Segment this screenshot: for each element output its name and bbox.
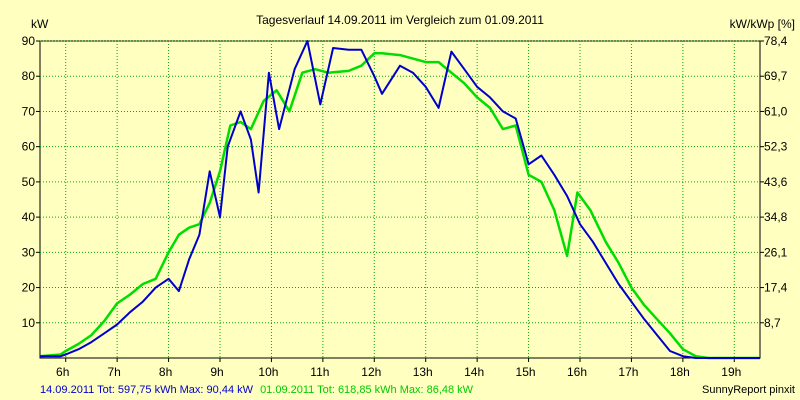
y-tick-label-right: 78,4 (764, 34, 788, 48)
x-tick-label: 8h (159, 365, 172, 379)
x-tick-label: 15h (516, 365, 536, 379)
y-tick-label-left: 90 (22, 34, 36, 48)
x-tick-label: 17h (618, 365, 638, 379)
footer-credit: SunnyReport pinxit (702, 384, 795, 396)
y-tick-label-left: 50 (22, 175, 36, 189)
x-tick-label: 10h (258, 365, 278, 379)
x-tick-label: 13h (413, 365, 433, 379)
x-tick-label: 12h (361, 365, 381, 379)
x-tick-label: 16h (567, 365, 587, 379)
x-tick-label: 9h (210, 365, 223, 379)
y-tick-label-left: 60 (22, 140, 36, 154)
footer-stats: 14.09.2011 Tot: 597,75 kWh Max: 90,44 kW… (40, 384, 474, 396)
series-line-green (39, 52, 760, 360)
x-tick-label: 18h (670, 365, 690, 379)
y-tick-label-right: 26,1 (764, 245, 788, 259)
footer-green-stats: 01.09.2011 Tot: 618,85 kWh Max: 86,48 kW (260, 384, 474, 396)
y-tick-label-left: 30 (22, 245, 36, 259)
series-line-blue (40, 40, 760, 359)
y-tick-label-left: 80 (22, 69, 36, 83)
y-tick-label-left: 40 (22, 210, 36, 224)
x-tick-label: 6h (56, 365, 69, 379)
y-axis-right-unit: kW/kWp [%] (730, 17, 795, 31)
plot-frame (39, 40, 761, 359)
y-tick-label-right: 34,8 (764, 210, 788, 224)
chart-title: Tagesverlauf 14.09.2011 im Vergleich zum… (256, 13, 544, 27)
x-tick-label: 19h (721, 365, 741, 379)
x-tick-label: 7h (107, 365, 120, 379)
footer-blue-stats: 14.09.2011 Tot: 597,75 kWh Max: 90,44 kW (40, 384, 254, 396)
y-tick-label-right: 61,0 (764, 104, 788, 118)
y-tick-label-left: 20 (22, 281, 36, 295)
y-tick-label-right: 17,4 (764, 281, 788, 295)
x-tick-label: 11h (310, 365, 329, 379)
x-tick-label: 14h (464, 365, 484, 379)
y-tick-label-right: 69,7 (764, 69, 788, 83)
y-tick-label-left: 10 (22, 316, 36, 330)
y-tick-label-left: 70 (22, 104, 36, 118)
y-tick-label-right: 8,7 (764, 316, 781, 330)
y-axis-left-unit: kW (31, 17, 49, 31)
y-tick-label-right: 52,3 (764, 140, 788, 154)
plot-area: 6h 7h 8h 9h 10h 11h 12h 13h 14h 15h 16h 17h 18h 19h 10… (22, 34, 788, 379)
y-tick-label-right: 43,6 (764, 175, 788, 189)
